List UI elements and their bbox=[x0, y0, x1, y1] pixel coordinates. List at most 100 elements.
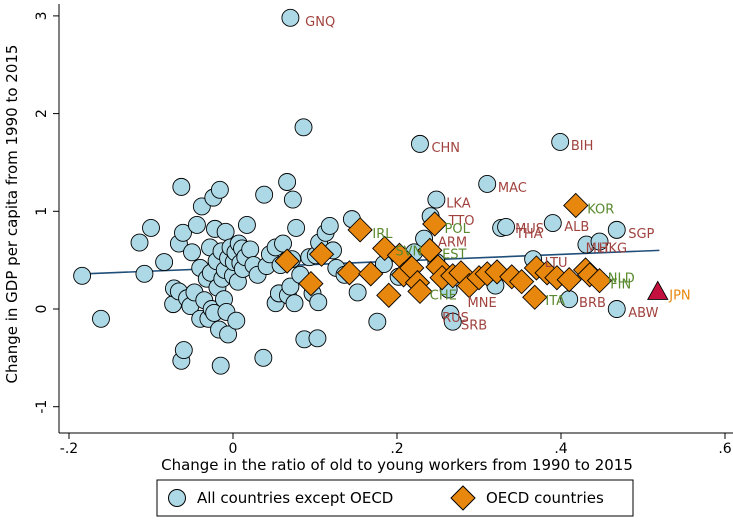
point-non-oecd bbox=[73, 266, 92, 285]
x-axis: -.2 0 .2 .4 .6 bbox=[60, 433, 732, 457]
point-non-oecd bbox=[172, 177, 191, 196]
point-non-oecd bbox=[135, 264, 154, 283]
point-label: RUS bbox=[442, 311, 469, 326]
y-tick-label: -1 bbox=[34, 400, 50, 414]
y-tick-label: 2 bbox=[34, 109, 50, 118]
legend-label-non-oecd: All countries except OECD bbox=[197, 489, 393, 507]
point-oecd bbox=[298, 270, 324, 297]
fit-line-group bbox=[85, 249, 660, 275]
point-oecd bbox=[336, 260, 363, 286]
point-label: HKG bbox=[599, 241, 627, 256]
point-oecd bbox=[556, 267, 582, 293]
point-label: EST bbox=[442, 247, 466, 262]
point-non-oecd bbox=[216, 222, 235, 241]
point-non-oecd bbox=[274, 234, 292, 253]
point-non-oecd bbox=[142, 218, 160, 237]
point-label: MNE bbox=[468, 296, 497, 311]
legend-box bbox=[156, 479, 634, 517]
x-axis-title: Change in the ratio of old to young work… bbox=[161, 456, 633, 474]
point-oecd bbox=[358, 261, 384, 287]
point-non-oecd bbox=[443, 312, 462, 331]
point-label: SVN bbox=[395, 244, 422, 259]
point-oecd bbox=[347, 217, 373, 243]
point-label: NLD bbox=[608, 272, 635, 287]
point-label: ALB bbox=[564, 220, 589, 235]
x-tick-label: .2 bbox=[390, 441, 403, 457]
x-tick-label: .6 bbox=[718, 441, 731, 457]
point-label: KOR bbox=[587, 202, 614, 217]
point-label: TTO bbox=[448, 214, 475, 229]
point-label: IRL bbox=[372, 227, 393, 242]
point-non-oecd bbox=[219, 325, 238, 344]
point-label: MUS bbox=[515, 222, 544, 237]
point-label: THA bbox=[515, 227, 543, 242]
point-non-oecd bbox=[308, 329, 327, 348]
y-tick-label: 0 bbox=[34, 305, 50, 314]
legend: All countries except OECD OECD countries bbox=[156, 479, 634, 517]
point-oecd bbox=[407, 278, 433, 305]
y-axis: -1 0 1 2 3 bbox=[34, 11, 59, 414]
point-oecd bbox=[509, 269, 535, 295]
point-oecd bbox=[308, 241, 335, 267]
point-non-oecd bbox=[241, 240, 260, 259]
point-non-oecd bbox=[227, 311, 246, 330]
point-label: BIH bbox=[571, 139, 594, 154]
point-non-oecd bbox=[607, 300, 626, 318]
point-non-oecd bbox=[411, 134, 429, 153]
point-oecd bbox=[563, 192, 589, 219]
point-oecd bbox=[274, 248, 300, 274]
point-label: ARM bbox=[438, 236, 467, 251]
point-non-oecd bbox=[287, 218, 306, 237]
point-label: MAC bbox=[498, 181, 527, 196]
y-axis-title: Change in GDP per capita from 1990 to 20… bbox=[3, 45, 21, 384]
x-tick-label: 0 bbox=[229, 441, 238, 457]
point-label: SGP bbox=[628, 227, 654, 242]
point-non-oecd bbox=[155, 253, 174, 272]
point-non-oecd bbox=[285, 294, 304, 313]
series-oecd bbox=[274, 192, 613, 310]
plot-area bbox=[58, 4, 733, 434]
point-japan bbox=[646, 280, 669, 300]
point-non-oecd bbox=[590, 232, 609, 251]
point-non-oecd bbox=[174, 223, 192, 242]
point-label: BRB bbox=[579, 296, 606, 311]
point-oecd bbox=[586, 268, 613, 294]
point-non-oecd bbox=[92, 309, 110, 328]
y-tick-label: 3 bbox=[34, 11, 50, 20]
point-label: LTU bbox=[545, 256, 568, 271]
point-non-oecd bbox=[281, 277, 300, 296]
point-non-oecd bbox=[283, 190, 302, 209]
point-non-oecd bbox=[254, 348, 273, 367]
point-label: POL bbox=[445, 222, 471, 237]
point-non-oecd bbox=[497, 217, 516, 236]
legend-marker-non-oecd bbox=[168, 489, 186, 507]
point-non-oecd bbox=[187, 216, 206, 234]
point-non-oecd bbox=[211, 356, 230, 375]
point-non-oecd bbox=[551, 132, 570, 151]
point-label: LKA bbox=[446, 197, 471, 212]
point-oecd bbox=[422, 211, 448, 237]
point-label: CHN bbox=[431, 141, 460, 156]
point-non-oecd bbox=[543, 214, 562, 232]
point-label: GNQ bbox=[305, 15, 335, 30]
point-non-oecd bbox=[278, 173, 297, 191]
point-oecd bbox=[417, 237, 443, 264]
legend-marker-oecd bbox=[450, 485, 476, 511]
point-non-oecd bbox=[294, 118, 313, 137]
point-label: ITA bbox=[545, 294, 565, 309]
point-non-oecd bbox=[237, 216, 256, 234]
legend-label-oecd: OECD countries bbox=[486, 489, 604, 507]
point-oecd bbox=[522, 284, 548, 310]
fit-line bbox=[85, 249, 660, 275]
point-non-oecd bbox=[607, 220, 626, 239]
point-non-oecd bbox=[130, 233, 149, 252]
point-non-oecd bbox=[174, 341, 193, 359]
point-non-oecd bbox=[478, 174, 497, 193]
point-label: ABW bbox=[628, 306, 658, 321]
point-label: MLT bbox=[586, 241, 611, 256]
point-non-oecd bbox=[255, 185, 274, 204]
point-label: SRB bbox=[461, 319, 487, 334]
x-tick-label: .4 bbox=[554, 441, 567, 457]
